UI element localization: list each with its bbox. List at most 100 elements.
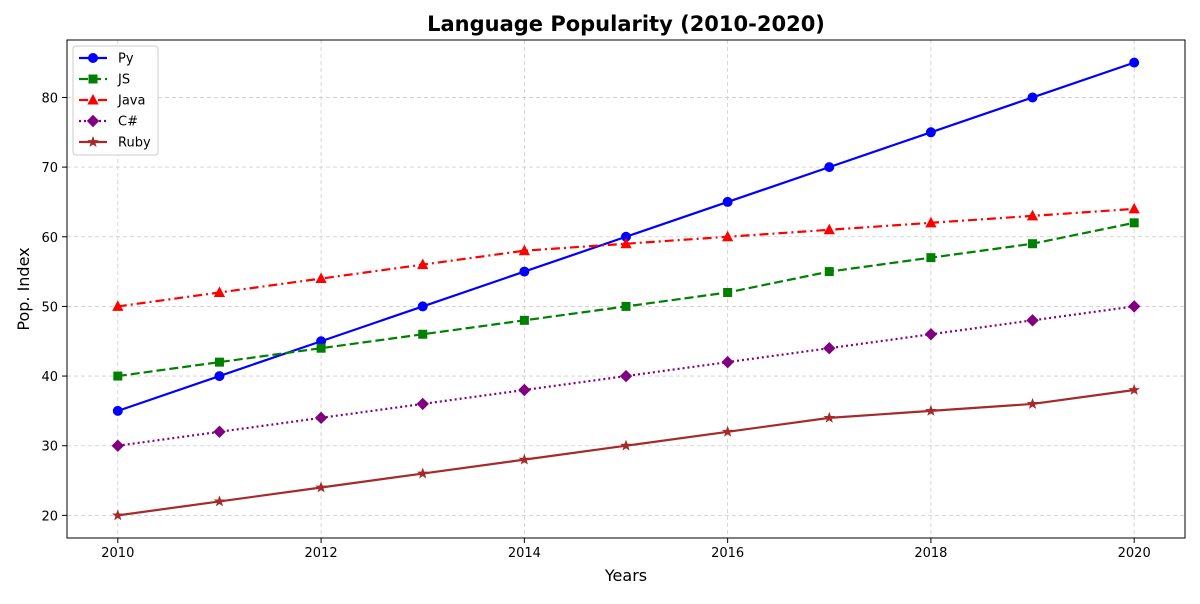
chart-title: Language Popularity (2010-2020) <box>427 12 825 36</box>
data-point-js <box>519 315 529 325</box>
y-tick-label: 20 <box>41 509 58 524</box>
legend-marker-py <box>88 53 98 63</box>
data-point-ruby <box>721 425 734 437</box>
legend-item-ruby: Ruby <box>79 136 151 151</box>
data-point-ruby <box>925 404 937 416</box>
legend-item-py: Py <box>79 52 134 67</box>
series-js <box>113 218 1139 381</box>
data-point-py <box>112 405 123 416</box>
data-point-js <box>1129 218 1139 228</box>
data-point-py <box>417 301 428 312</box>
legend-marker-ruby <box>87 135 99 147</box>
data-point-java <box>417 258 429 270</box>
data-point-ruby <box>518 453 531 465</box>
grid <box>67 40 1185 538</box>
data-point-ruby <box>213 495 226 507</box>
x-tick-label: 2020 <box>1118 546 1151 561</box>
x-tick-label: 2012 <box>305 546 338 561</box>
data-point-java <box>722 230 734 242</box>
data-point-ruby <box>620 439 632 451</box>
data-point-c-sharp <box>416 397 429 411</box>
legend-label-ruby: Ruby <box>118 136 151 151</box>
data-point-c-sharp <box>111 439 125 452</box>
data-point-js <box>214 357 224 367</box>
series-line-java <box>117 207 1135 308</box>
legend-item-js: JS <box>79 73 130 88</box>
data-point-java <box>925 216 937 228</box>
data-point-java <box>112 300 124 311</box>
x-axis: 2010 2012 2014 2016 2018 2020 <box>101 538 1151 561</box>
data-point-ruby <box>823 411 836 423</box>
legend-label-c-sharp: C# <box>118 115 138 130</box>
y-tick-label: 80 <box>41 91 58 106</box>
legend-marker-c-sharp <box>86 114 100 128</box>
data-point-js <box>1028 239 1038 249</box>
series-c-sharp <box>111 300 1141 452</box>
y-axis-label: Pop. Index <box>14 247 33 330</box>
data-point-py <box>824 162 835 173</box>
data-point-java <box>1026 209 1039 221</box>
data-point-c-sharp <box>518 383 531 397</box>
legend-marker-java <box>87 93 99 105</box>
x-axis-label: Years <box>604 566 647 585</box>
data-point-ruby <box>112 509 124 521</box>
series-line-c-sharp <box>117 305 1135 447</box>
legend-marker-js <box>88 74 98 84</box>
data-point-py <box>722 196 733 207</box>
legend-box <box>72 45 159 156</box>
data-point-py <box>1027 92 1038 103</box>
data-point-ruby <box>315 481 327 493</box>
data-point-py <box>519 266 530 277</box>
data-point-js <box>723 287 733 297</box>
data-point-java <box>823 223 835 235</box>
legend-label-py: Py <box>118 52 134 67</box>
legend-item-c-sharp: C# <box>79 115 138 130</box>
data-point-c-sharp <box>213 425 226 438</box>
data-point-java <box>620 237 632 249</box>
series-ruby <box>112 383 1140 521</box>
data-point-js <box>418 329 428 339</box>
data-point-c-sharp <box>619 369 633 383</box>
series-java <box>112 202 1140 311</box>
data-point-c-sharp <box>823 341 836 355</box>
plot-area-frame <box>66 39 1186 539</box>
y-tick-label: 30 <box>41 440 58 455</box>
data-point-ruby <box>416 467 429 479</box>
y-tick-label: 50 <box>41 300 58 315</box>
data-point-c-sharp <box>1026 314 1039 327</box>
x-tick-label: 2016 <box>711 546 744 561</box>
x-tick-label: 2018 <box>914 546 947 561</box>
data-point-java <box>1128 202 1140 214</box>
legend: Py JS Java C# Ruby <box>72 45 159 156</box>
data-point-js <box>316 343 326 353</box>
data-point-c-sharp <box>721 355 734 369</box>
data-point-js <box>621 301 631 311</box>
y-tick-label: 40 <box>41 370 58 385</box>
data-point-java <box>213 286 226 297</box>
data-point-py <box>214 371 225 382</box>
data-point-js <box>926 253 936 263</box>
y-tick-label: 70 <box>41 161 58 176</box>
series-layer <box>111 57 1141 521</box>
legend-label-js: JS <box>117 73 130 88</box>
y-axis: 20 30 40 50 60 70 80 <box>41 91 67 524</box>
data-point-py <box>1129 57 1140 68</box>
data-point-java <box>315 272 327 284</box>
data-point-ruby <box>1128 383 1140 395</box>
data-point-java <box>518 244 530 256</box>
x-tick-label: 2014 <box>508 546 541 561</box>
data-point-js <box>113 371 123 381</box>
series-line-ruby <box>117 388 1135 517</box>
data-point-c-sharp <box>1127 300 1141 313</box>
data-point-js <box>824 267 834 277</box>
data-point-py <box>925 127 936 138</box>
data-point-c-sharp <box>314 411 328 425</box>
legend-label-java: Java <box>117 94 145 109</box>
data-point-c-sharp <box>924 328 938 341</box>
x-tick-label: 2010 <box>101 546 134 561</box>
data-point-ruby <box>1026 397 1039 409</box>
legend-item-java: Java <box>79 94 145 109</box>
y-tick-label: 60 <box>41 231 58 246</box>
